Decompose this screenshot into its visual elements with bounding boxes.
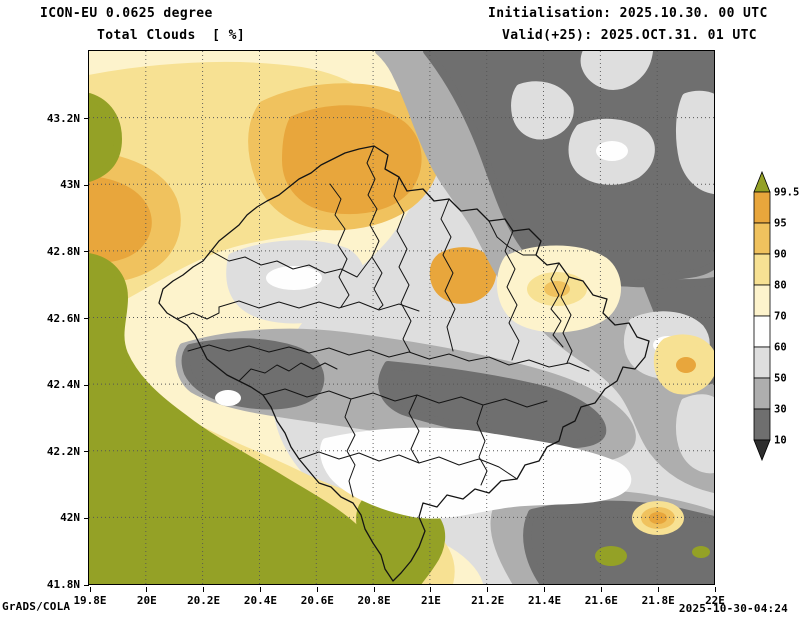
y-tick-mark: [83, 318, 89, 319]
credit: GrADS/COLA: [2, 600, 71, 613]
legend-band: [753, 191, 771, 224]
x-tick-mark: [544, 586, 546, 592]
legend: 99.5 95 90 80 70 60 50 30 10: [750, 170, 800, 470]
y-tick-mark: [83, 451, 89, 453]
x-tick-label: 21.6E: [584, 594, 618, 607]
legend-label: 80: [774, 280, 787, 292]
legend-band: [753, 253, 771, 286]
model-title: ICON-EU 0.0625 degree: [40, 6, 213, 21]
valid-time: Valid(+25): 2025.OCT.31. 01 UTC: [502, 28, 758, 43]
x-tick-mark: [316, 586, 318, 592]
variable-title: Total Clouds [ %]: [97, 28, 246, 43]
legend-label: 60: [774, 342, 787, 354]
admin-borders: [158, 145, 650, 582]
legend-label: 90: [774, 249, 787, 261]
legend-label: 95: [774, 218, 787, 230]
legend-arrow-top: [753, 170, 771, 193]
y-tick-label: 42.4N: [46, 378, 80, 392]
x-tick-label: 19.8E: [73, 594, 107, 607]
map-frame: [88, 50, 715, 585]
x-tick-mark: [203, 586, 205, 592]
x-tick-label: 21.4E: [527, 594, 562, 607]
x-tick-label: 20.8E: [357, 594, 391, 607]
y-tick-mark: [83, 384, 89, 386]
y-tick-mark: [83, 118, 89, 120]
x-tick-label: 21.2E: [471, 594, 505, 607]
legend-colorbar: 99.5 95 90 80 70 60 50 30 10: [753, 170, 799, 462]
legend-arrow-bottom: [753, 439, 771, 462]
legend-label: 10: [774, 435, 787, 447]
legend-label: 70: [774, 311, 787, 323]
x-tick-mark: [600, 586, 602, 592]
legend-label: 30: [774, 404, 787, 416]
x-tick-mark: [430, 586, 432, 592]
x-tick-label: 21.8E: [641, 594, 675, 607]
map-canvas: [89, 51, 714, 584]
x-tick-mark: [146, 586, 148, 592]
y-tick-label: 42N: [60, 511, 80, 525]
y-tick-label: 41.8N: [46, 578, 80, 591]
grid-lines: [89, 51, 714, 584]
y-tick-mark: [83, 517, 89, 519]
legend-label: 99.5: [774, 187, 799, 199]
y-tick-mark: [83, 184, 89, 186]
y-tick-label: 43N: [60, 178, 80, 192]
y-tick-label: 42.6N: [46, 311, 80, 325]
y-tick-mark: [83, 584, 89, 586]
x-tick-label: 20E: [136, 594, 157, 607]
y-tick-label: 42.8N: [46, 244, 80, 258]
legend-band: [753, 315, 771, 348]
x-tick-label: 22E: [705, 594, 725, 607]
y-tick-label: 43.2N: [46, 111, 80, 125]
y-tick-mark: [83, 251, 89, 253]
legend-label: 50: [774, 373, 787, 385]
legend-band: [753, 222, 771, 255]
legend-band: [753, 284, 771, 317]
x-tick-label: 20.4E: [243, 594, 278, 607]
x-tick-label: 21E: [420, 594, 441, 607]
x-tick-label: 20.2E: [187, 594, 221, 607]
init-time: Initialisation: 2025.10.30. 00 UTC: [488, 6, 768, 21]
x-tick-label: 20.6E: [300, 594, 334, 607]
x-tick-mark: [259, 586, 261, 592]
x-tick-mark: [89, 586, 91, 592]
timestamp: 2025-10-30-04:24: [678, 602, 788, 615]
y-tick-label: 42.2N: [46, 444, 80, 458]
legend-band: [753, 377, 771, 410]
x-tick-mark: [714, 586, 716, 592]
legend-band: [753, 346, 771, 379]
x-tick-mark: [487, 586, 489, 592]
x-tick-mark: [373, 586, 375, 592]
x-tick-mark: [657, 586, 659, 592]
legend-band: [753, 408, 771, 441]
cloud-field: [89, 51, 714, 584]
